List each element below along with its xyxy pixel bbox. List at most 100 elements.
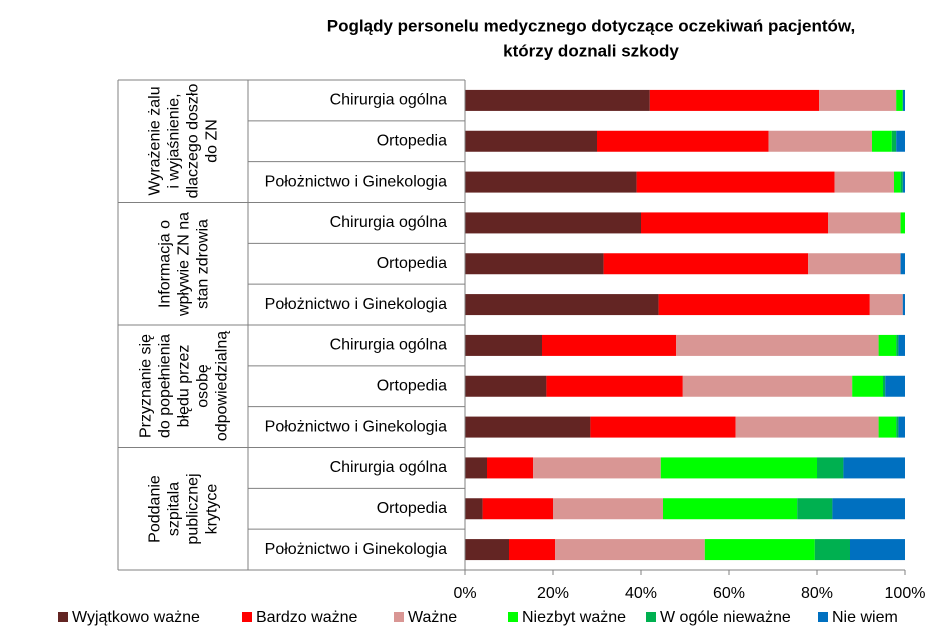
bar-segment [902,171,905,193]
y-tick-label: Ortopedia [377,132,447,149]
bar-segment [590,416,736,438]
chart-title: Poglądy personelu medycznego dotyczące o… [327,16,855,35]
bar-segment [465,130,597,152]
bar-segment [885,375,905,397]
legend-label: Bardzo ważne [256,609,357,626]
bar-segment [546,375,683,397]
bar-segment [850,539,905,561]
bar-segment [828,212,901,234]
bar-segment [465,294,659,316]
chart-title: którzy doznali szkody [503,41,679,60]
bar-segment [465,89,650,111]
bar-segment [878,416,897,438]
legend-swatch [242,612,252,622]
bar-segment [465,416,591,438]
bar-segment [660,457,817,479]
bar-segment [808,253,901,275]
bar-segment [704,539,815,561]
bar-segment [878,334,897,356]
bar-segment [898,334,905,356]
bar-segment [814,539,850,561]
group-label: Wyrażenie żalu i wyjaśnienie, dlaczego d… [146,83,220,199]
bar-segment [896,334,899,356]
bar-segment [894,171,901,193]
bar-segment [869,294,903,316]
bar-segment [817,457,844,479]
bar-segment [465,457,487,479]
x-tick-label: 60% [713,585,745,602]
bar-segment [898,416,905,438]
bar-segment [465,498,483,520]
y-tick-label: Położnictwo i Ginekologia [265,418,447,435]
bar-segment [819,89,897,111]
x-tick-label: 40% [625,585,657,602]
bar-segment [649,89,820,111]
bar-segment [797,498,833,520]
bar-segment [482,498,553,520]
bar-segment [768,130,872,152]
x-tick-label: 80% [801,585,833,602]
bar-segment [465,539,509,561]
bar-segment [900,212,905,234]
bar-segment [465,171,637,193]
bar-segment [597,130,769,152]
bar-segment [896,89,903,111]
y-tick-label: Chirurgia ogólna [330,337,448,354]
bar-segment [852,375,883,397]
bar-segment [676,334,879,356]
y-tick-label: Ortopedia [377,500,447,517]
bar-segment [465,253,604,275]
y-tick-label: Chirurgia ogólna [330,92,448,109]
group-label: Przyznanie się do popełnienia błędu prze… [136,331,230,442]
x-tick-label: 0% [453,585,476,602]
legend-label: W ogóle nieważne [660,609,791,626]
bar-segment [487,457,534,479]
group-label: Informacja o wpływie ZN na stan zdrowia [155,211,211,316]
bar-segment [542,334,677,356]
bar-segment [900,171,903,193]
y-tick-label: Położnictwo i Ginekologia [265,173,447,190]
bar-segment [465,212,641,234]
legend-swatch [58,612,68,622]
bar-segment [735,416,879,438]
legend-swatch [646,612,656,622]
bar-segment [872,130,892,152]
bar-segment [883,375,886,397]
bar-segment [834,171,894,193]
bar-segment [902,89,905,111]
legend-label: Ważne [408,609,457,626]
y-tick-label: Chirurgia ogólna [330,459,448,476]
legend-label: Wyjątkowo ważne [72,609,200,626]
bar-segment [603,253,809,275]
bar-segment [465,334,542,356]
bar-segment [555,539,705,561]
legend-swatch [394,612,404,622]
bar-segment [636,171,835,193]
x-tick-label: 20% [537,585,569,602]
bar-segment [896,130,905,152]
y-tick-label: Położnictwo i Ginekologia [265,541,447,558]
bar-segment [553,498,663,520]
bar-segment [465,375,547,397]
legend-swatch [818,612,828,622]
bar-segment [900,253,905,275]
x-tick-label: 100% [885,585,926,602]
legend-label: Nie wiem [832,609,898,626]
y-tick-label: Ortopedia [377,255,447,272]
bar-segment [902,294,905,316]
bar-segment [509,539,556,561]
bar-segment [832,498,905,520]
bar-segment [533,457,661,479]
legend-swatch [508,612,518,622]
bar-segment [641,212,828,234]
y-tick-label: Ortopedia [377,377,447,394]
legend-label: Niezbyt ważne [522,609,626,626]
bar-segment [658,294,870,316]
bar-segment [663,498,798,520]
y-tick-label: Położnictwo i Ginekologia [265,296,447,313]
group-label: Poddanie szpitala publicznej krytyce [146,473,220,545]
bar-segment [682,375,853,397]
bar-segment [843,457,905,479]
